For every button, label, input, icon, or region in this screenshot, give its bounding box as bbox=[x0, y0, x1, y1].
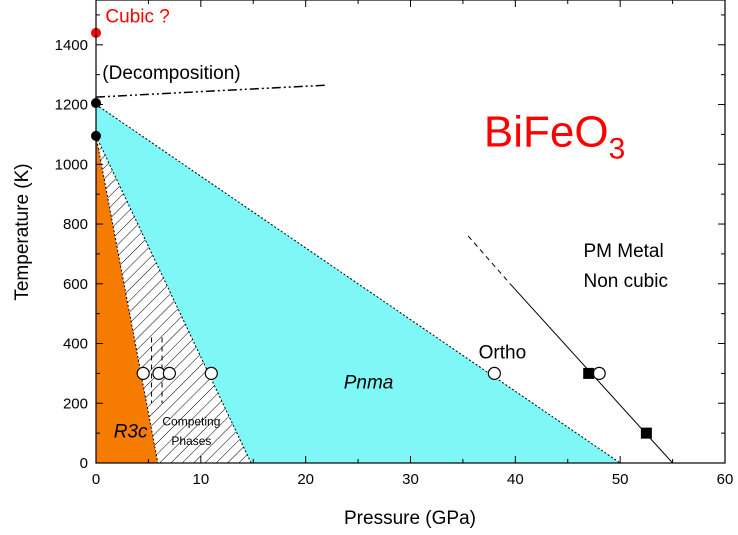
boundary-line-4 bbox=[467, 235, 511, 285]
data-point-2-0 bbox=[136, 366, 150, 380]
annotation-3: PM Metal bbox=[583, 241, 663, 262]
formula-label: BiFeO3 bbox=[484, 107, 625, 165]
region-label-1: Competing bbox=[162, 415, 220, 429]
y-tick-label: 400 bbox=[63, 336, 88, 353]
boundary-line-2 bbox=[96, 135, 252, 463]
y-tick-label: 200 bbox=[63, 395, 88, 412]
y-axis-label: Temperature (K) bbox=[12, 163, 33, 300]
data-point-2-5 bbox=[592, 366, 606, 380]
x-tick-label: 30 bbox=[402, 471, 419, 488]
data-point-2-2 bbox=[162, 366, 176, 380]
region-label-2: Phases bbox=[171, 434, 211, 448]
y-tick-label: 0 bbox=[80, 455, 88, 472]
region-2 bbox=[96, 104, 621, 463]
y-tick-label: 1000 bbox=[55, 156, 88, 173]
y-tick-label: 1200 bbox=[55, 97, 88, 114]
data-point-2-3 bbox=[204, 366, 218, 380]
boundary-line-3 bbox=[96, 135, 159, 463]
region-label-0: R3c bbox=[114, 422, 148, 443]
x-tick-label: 10 bbox=[192, 471, 209, 488]
annotation-1: (Decomposition) bbox=[102, 63, 240, 84]
y-tick-label: 1400 bbox=[55, 37, 88, 54]
boundary-line-1 bbox=[96, 104, 621, 463]
boundary-line-0 bbox=[96, 84, 327, 98]
x-tick-label: 40 bbox=[507, 471, 524, 488]
region-label-3: Pnma bbox=[344, 372, 394, 393]
data-point-3-1 bbox=[640, 427, 652, 439]
y-tick-label: 600 bbox=[63, 276, 88, 293]
x-tick-label: 20 bbox=[297, 471, 314, 488]
data-point-3-0 bbox=[583, 367, 595, 379]
x-tick-label: 50 bbox=[612, 471, 629, 488]
y-tick-label: 800 bbox=[63, 216, 88, 233]
x-tick-label: 0 bbox=[92, 471, 100, 488]
annotation-4: Non cubic bbox=[583, 271, 668, 292]
x-tick-label: 60 bbox=[717, 471, 734, 488]
annotation-2: Ortho bbox=[479, 342, 527, 363]
x-axis-label: Pressure (GPa) bbox=[344, 508, 476, 529]
data-point-2-4 bbox=[487, 366, 501, 380]
annotation-0: Cubic ? bbox=[105, 6, 169, 27]
